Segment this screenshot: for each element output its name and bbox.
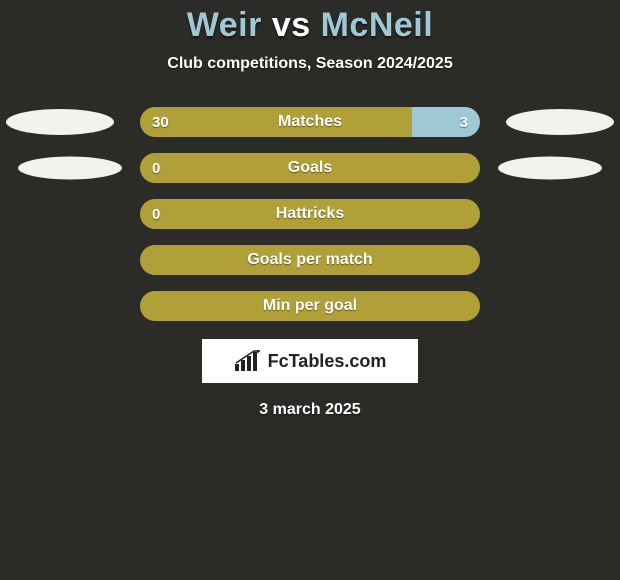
stat-row: Hattricks0 [0, 199, 620, 229]
title-left: Weir [187, 6, 262, 44]
stat-bar: Min per goal [140, 291, 480, 321]
branding-badge: FcTables.com [202, 339, 418, 383]
title-vs: vs [262, 6, 321, 44]
branding-chart-icon [234, 350, 262, 372]
page-title: Weir vs McNeil [0, 6, 620, 45]
right-ellipse [498, 157, 602, 180]
left-ellipse [6, 109, 114, 135]
stat-bar: Matches303 [140, 107, 480, 137]
stat-rows: Matches303 Goals0 Hattricks0 Goals per matc… [0, 107, 620, 321]
left-ellipse [18, 157, 122, 180]
bar-seg-left [140, 107, 412, 137]
stat-bar: Goals per match [140, 245, 480, 275]
branding-text: FcTables.com [268, 351, 387, 372]
comparison-card: Weir vs McNeil Club competitions, Season… [0, 0, 620, 580]
bar-seg-left [140, 291, 480, 321]
bar-seg-left [140, 153, 480, 183]
bar-seg-left [140, 245, 480, 275]
right-ellipse [506, 109, 614, 135]
title-right: McNeil [321, 6, 434, 44]
stat-row: Min per goal [0, 291, 620, 321]
bar-seg-left [140, 199, 480, 229]
stat-row: Matches303 [0, 107, 620, 137]
stat-row: Goals per match [0, 245, 620, 275]
bar-seg-right [412, 107, 480, 137]
date-text: 3 march 2025 [0, 401, 620, 419]
stat-row: Goals0 [0, 153, 620, 183]
stat-bar: Hattricks0 [140, 199, 480, 229]
subtitle: Club competitions, Season 2024/2025 [0, 55, 620, 73]
stat-bar: Goals0 [140, 153, 480, 183]
